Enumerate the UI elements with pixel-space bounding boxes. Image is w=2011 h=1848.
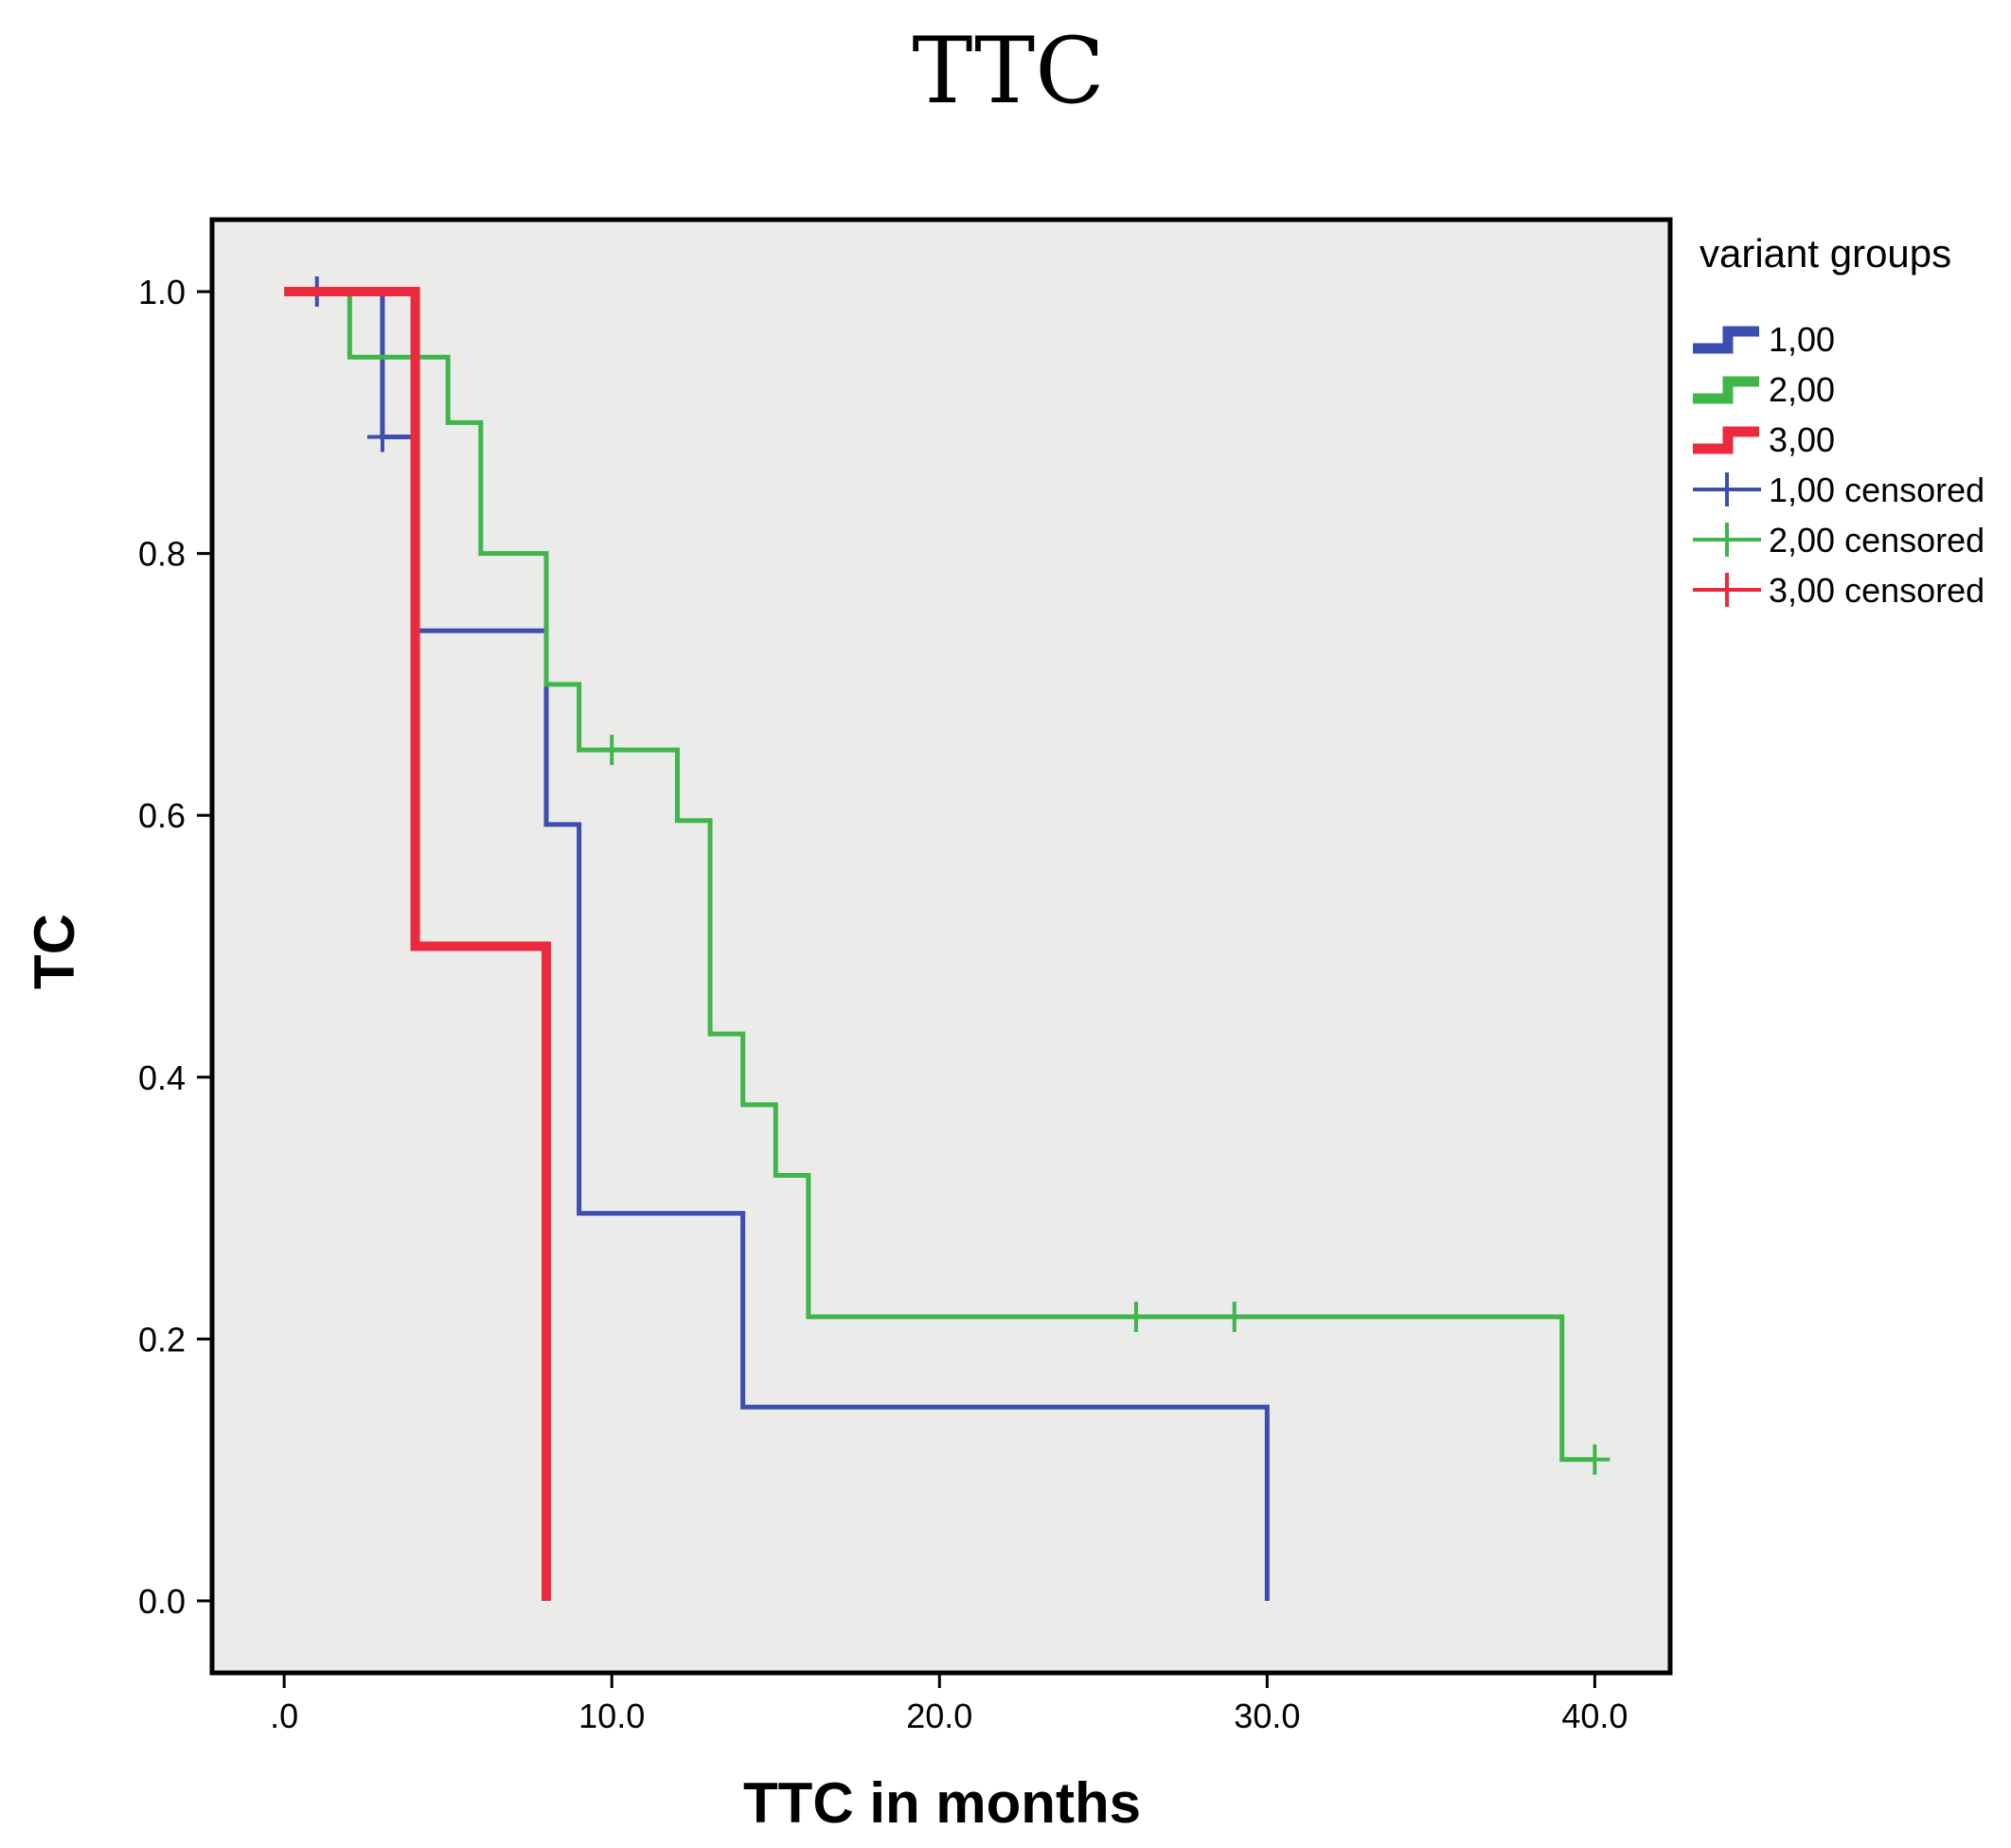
- legend-item: 1,00: [1693, 320, 1835, 359]
- legend-label: 2,00: [1769, 370, 1835, 409]
- legend-swatch: [1693, 426, 1759, 454]
- y-tick-label: 0.8: [138, 535, 186, 574]
- legend-label: 3,00: [1769, 420, 1835, 459]
- y-tick-label: 1.0: [138, 273, 186, 311]
- y-tick-label: 0.2: [138, 1320, 186, 1359]
- legend-label: 1,00: [1769, 320, 1835, 359]
- series-line-2: [284, 289, 1595, 1463]
- x-tick-label: .0: [270, 1697, 298, 1735]
- censor-mark: [1579, 1444, 1611, 1475]
- x-axis-label: TTC in months: [743, 1771, 1141, 1835]
- legend-swatch: [1693, 376, 1759, 404]
- censor-mark: [1219, 1301, 1250, 1332]
- legend-label: 1,00 censored: [1769, 471, 1984, 509]
- legend-swatch: [1693, 326, 1759, 354]
- series-layer: [284, 276, 1611, 1601]
- x-tick-label: 20.0: [906, 1697, 972, 1735]
- legend-item: 3,00: [1693, 420, 1835, 459]
- axis-ticks: .0 10.0 20.0 30.0 40.0 0.0 0.2 0.4 0.6 0.8 1.0: [138, 273, 1628, 1735]
- legend-label: 2,00 censored: [1769, 521, 1984, 560]
- legend-item: 2,00 censored: [1693, 521, 1984, 560]
- legend-item: 3,00 censored: [1693, 571, 1984, 610]
- y-tick-label: 0.0: [138, 1582, 186, 1621]
- y-tick-label: 0.6: [138, 796, 186, 835]
- legend-title: variant groups: [1700, 231, 1951, 275]
- x-tick-label: 40.0: [1561, 1697, 1628, 1735]
- y-tick-label: 0.4: [138, 1058, 186, 1097]
- censor-mark: [366, 421, 398, 453]
- series-line-3: [284, 287, 551, 1601]
- x-tick-label: 10.0: [578, 1697, 645, 1735]
- legend-label: 3,00 censored: [1769, 571, 1984, 610]
- censor-mark: [1120, 1301, 1151, 1332]
- legend-item: 1,00 censored: [1693, 471, 1984, 509]
- x-tick-label: 30.0: [1234, 1697, 1300, 1735]
- legend: 1,00 2,00 3,00 1,00 censored 2,00 censored 3,…: [1693, 320, 1984, 610]
- y-axis-label: TC: [23, 914, 86, 989]
- legend-item: 2,00: [1693, 370, 1835, 409]
- censor-mark: [596, 735, 628, 766]
- chart-title: TTC: [912, 18, 1104, 124]
